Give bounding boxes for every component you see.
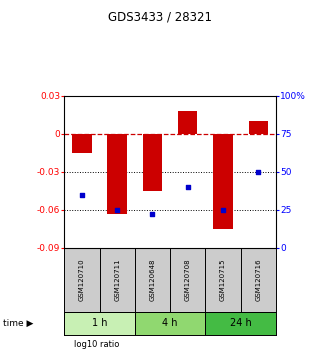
Bar [108, 133, 127, 213]
Text: time ▶: time ▶ [3, 319, 34, 327]
Point [79, 192, 84, 198]
Point [221, 207, 226, 212]
Text: GDS3433 / 28321: GDS3433 / 28321 [108, 10, 213, 23]
Text: 24 h: 24 h [230, 318, 252, 328]
Bar [178, 111, 197, 133]
Text: GSM120708: GSM120708 [185, 258, 191, 301]
Point [150, 211, 155, 217]
Bar [249, 121, 268, 133]
Point [256, 169, 261, 175]
Bar [135, 312, 205, 335]
Text: GSM120715: GSM120715 [220, 258, 226, 301]
Bar [205, 312, 276, 335]
Bar [72, 133, 91, 153]
Bar [143, 133, 162, 191]
Point [115, 207, 120, 212]
Bar [213, 133, 233, 229]
Bar [64, 312, 135, 335]
Text: GSM120711: GSM120711 [114, 258, 120, 301]
Text: GSM120710: GSM120710 [79, 258, 85, 301]
Text: log10 ratio: log10 ratio [74, 340, 119, 349]
Text: GSM120648: GSM120648 [150, 258, 155, 301]
Text: GSM120716: GSM120716 [256, 258, 261, 301]
Point [185, 184, 190, 190]
Text: 1 h: 1 h [92, 318, 107, 328]
Text: 4 h: 4 h [162, 318, 178, 328]
